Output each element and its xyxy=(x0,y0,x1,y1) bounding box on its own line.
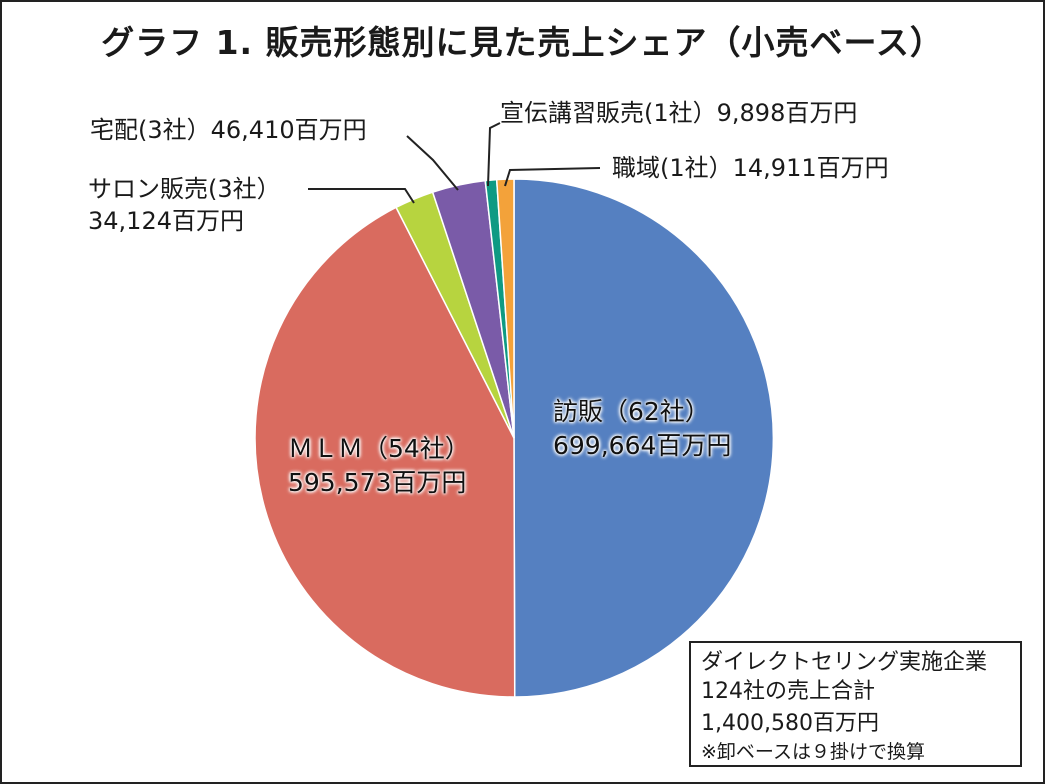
pie-slice-mlm xyxy=(254,206,516,698)
label-salon-value: 34,124百万円 xyxy=(88,207,244,235)
label-houhan-name: 訪販（62社） xyxy=(553,397,710,426)
label-mlm-value: 595,573百万円 xyxy=(288,468,467,497)
label-mlm: ＭＬＭ（54社） 595,573百万円 xyxy=(288,432,470,500)
leader-line-takuhai xyxy=(406,135,459,191)
total-note-box: ダイレクトセリング実施企業 124社の売上合計 1,400,580百万円 ※卸ベ… xyxy=(689,641,1022,767)
label-salon: サロン販売(3社） 34,124百万円 xyxy=(88,173,281,237)
label-shokuiki: 職域(1社）14,911百万円 xyxy=(612,154,889,182)
pie-slice-houhan xyxy=(513,178,775,698)
label-houhan: 訪販（62社） 699,664百万円 xyxy=(553,395,731,463)
label-houhan-value: 699,664百万円 xyxy=(553,431,732,460)
pie-slice-shokuiki xyxy=(495,178,515,439)
leader-line-senden xyxy=(487,122,501,187)
pie-slices xyxy=(254,178,775,698)
label-mlm-name: ＭＬＭ（54社） xyxy=(288,434,470,463)
label-salon-name: サロン販売(3社） xyxy=(88,175,281,203)
label-senden: 宣伝講習販売(1社）9,898百万円 xyxy=(500,99,858,127)
chart-title: グラフ 1. 販売形態別に見た売上シェア（小売ベース） xyxy=(101,23,944,62)
note-line-2: 124社の売上合計 xyxy=(701,679,875,704)
leader-lines xyxy=(308,122,601,204)
label-takuhai: 宅配(3社）46,410百万円 xyxy=(90,116,367,144)
leader-line-shokuiki xyxy=(504,167,601,187)
leader-line-salon xyxy=(308,188,415,204)
note-total-value: 1,400,580百万円 xyxy=(701,711,879,736)
note-footnote: ※卸ベースは９掛けで換算 xyxy=(701,741,925,763)
note-line-1: ダイレクトセリング実施企業 xyxy=(701,650,988,675)
